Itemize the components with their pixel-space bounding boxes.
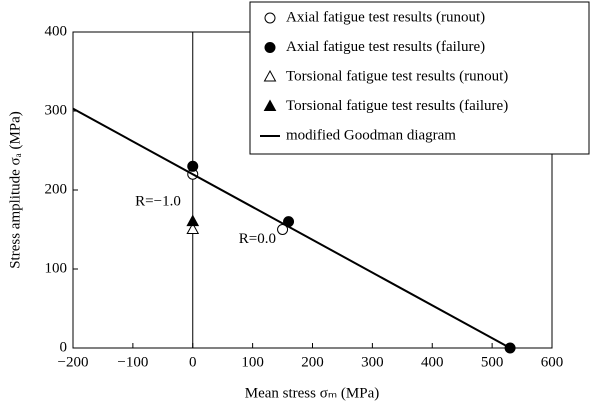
goodman-line — [72, 107, 511, 349]
x-tick-label: 0 — [189, 354, 197, 370]
data-point — [187, 160, 199, 172]
x-tick-label: 100 — [241, 354, 264, 370]
data-point — [186, 222, 200, 234]
legend-label: Torsional fatigue test results (failure) — [286, 98, 508, 114]
x-tick-label: 600 — [541, 354, 564, 370]
data-point — [504, 342, 516, 354]
legend-marker — [263, 69, 277, 82]
annotation: R=0.0 — [239, 231, 276, 247]
y-tick-label: 100 — [45, 260, 68, 276]
y-tick-label: 0 — [60, 339, 68, 355]
legend-label: modified Goodman diagram — [286, 127, 456, 143]
x-tick-label: −100 — [117, 354, 148, 370]
legend-box — [249, 1, 590, 155]
legend-label: Axial fatigue test results (failure) — [286, 39, 485, 55]
y-tick-label: 300 — [45, 102, 68, 118]
x-tick-label: 400 — [421, 354, 444, 370]
x-tick-label: 200 — [301, 354, 324, 370]
legend-marker — [263, 99, 277, 111]
x-axis-label: Mean stress σₘ (MPa) — [245, 385, 380, 401]
legend-label: Axial fatigue test results (runout) — [286, 9, 485, 25]
legend-label: Torsional fatigue test results (runout) — [286, 68, 508, 84]
legend-marker — [264, 12, 276, 24]
annotation: R=−1.0 — [135, 193, 181, 209]
data-point — [186, 214, 200, 227]
y-axis-label: Stress amplitude σₐ (MPa) — [7, 111, 23, 269]
legend-marker — [264, 42, 276, 53]
y-tick-label: 200 — [45, 181, 68, 197]
x-tick-label: 300 — [361, 354, 384, 370]
y-tick-label: 400 — [45, 23, 68, 39]
x-tick-label: 500 — [481, 354, 504, 370]
x-tick-label: −200 — [58, 354, 89, 370]
